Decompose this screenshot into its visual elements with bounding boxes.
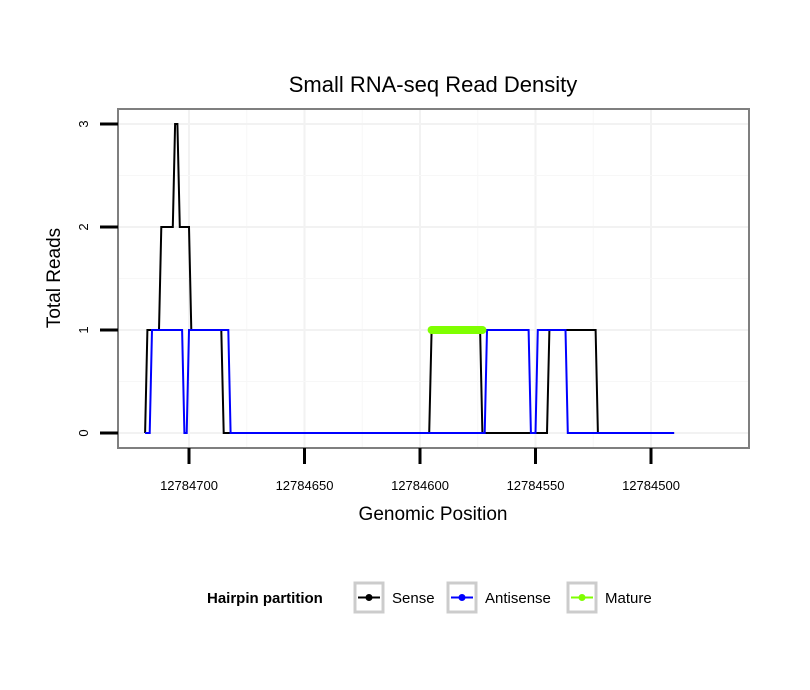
series-line-sense <box>144 123 675 434</box>
legend-title: Hairpin partition <box>207 590 323 607</box>
legend-label: Sense <box>392 590 435 607</box>
x-axis: 12784700 12784650 12784600 12784550 12784500 <box>160 448 680 493</box>
legend-label: Mature <box>605 590 652 607</box>
legend-item-mature: Mature <box>566 581 652 614</box>
y-tick-label: 2 <box>76 223 91 230</box>
x-tick-label: 12784600 <box>391 478 449 493</box>
x-tick-label: 12784700 <box>160 478 218 493</box>
chart-title: Small RNA-seq Read Density <box>289 72 578 97</box>
legend-key <box>566 581 598 614</box>
legend: Hairpin partition Sense Antisense Mature <box>207 581 652 614</box>
y-tick-label: 0 <box>76 429 91 436</box>
y-axis-label: Total Reads <box>44 228 65 328</box>
legend-label: Antisense <box>485 590 551 607</box>
x-axis-label: Genomic Position <box>359 504 508 525</box>
legend-key-point <box>578 594 586 601</box>
series-line-antisense <box>145 329 675 434</box>
x-tick-label: 12784500 <box>622 478 680 493</box>
y-tick-label: 1 <box>76 326 91 333</box>
x-tick-label: 12784550 <box>507 478 565 493</box>
series-layer <box>144 123 675 434</box>
x-tick-label: 12784650 <box>276 478 334 493</box>
plot-panel <box>117 108 750 449</box>
legend-item-antisense: Antisense <box>446 581 551 614</box>
legend-item-sense: Sense <box>353 581 435 614</box>
legend-key-point <box>365 594 373 601</box>
legend-key-point <box>458 594 466 601</box>
grid <box>118 109 749 448</box>
y-axis: 0 1 2 3 <box>76 120 118 437</box>
y-tick-label: 3 <box>76 120 91 127</box>
